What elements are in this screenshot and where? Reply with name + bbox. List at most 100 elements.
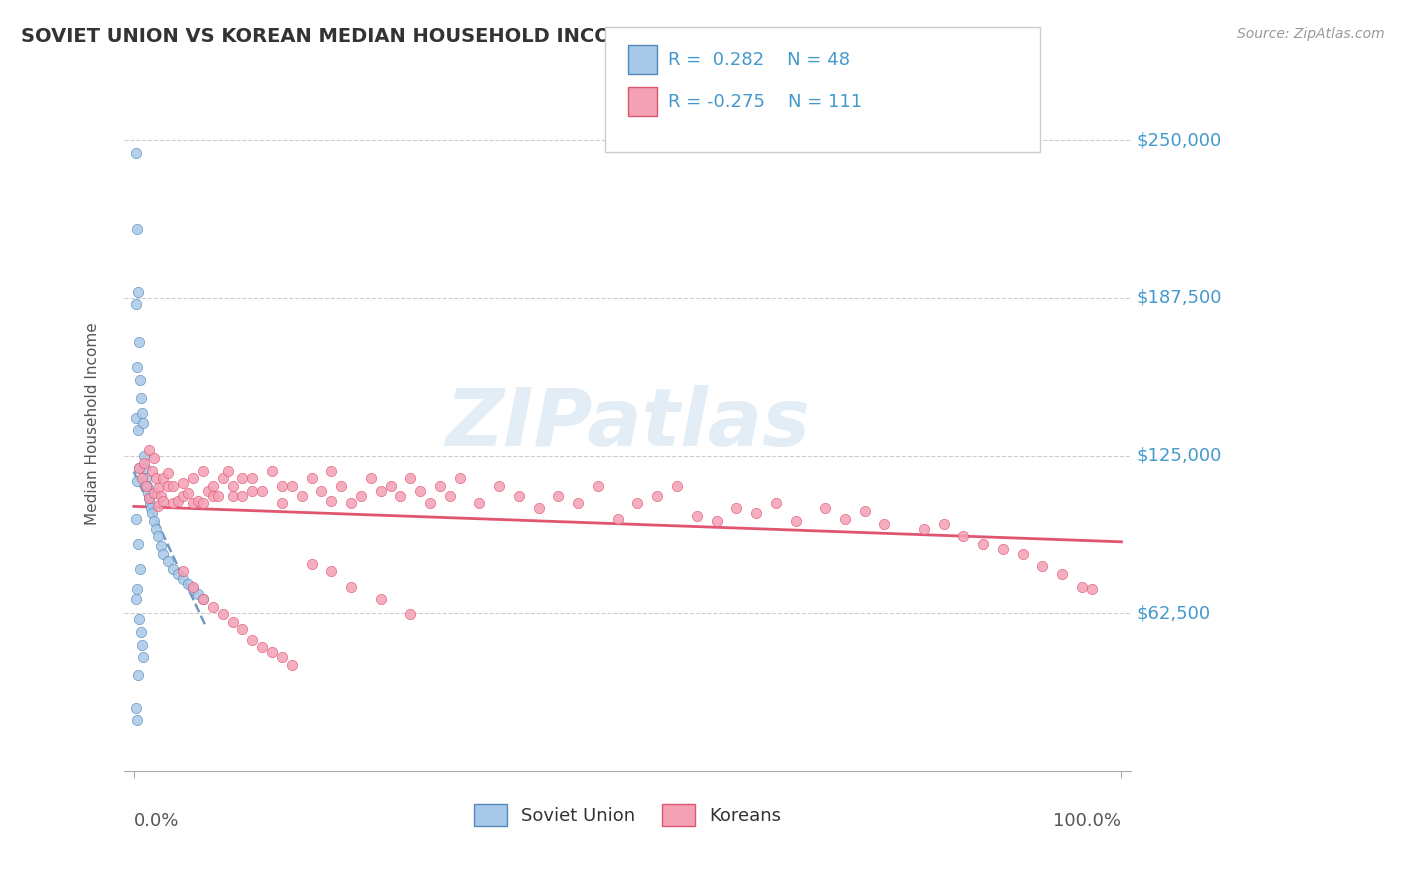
Point (132, 456, 155, 470)
Point (321, 565, 343, 579)
Point (912, 522, 935, 536)
Point (201, 489, 224, 503)
Point (380, 479, 402, 493)
Point (645, 489, 668, 503)
Point (125, 146, 148, 161)
Point (162, 479, 184, 493)
Point (606, 511, 628, 525)
Point (162, 562, 184, 576)
Point (666, 479, 689, 493)
Text: 0.0%: 0.0% (134, 813, 179, 830)
Point (181, 582, 204, 596)
Point (765, 496, 787, 510)
Point (125, 221, 148, 235)
Point (350, 489, 373, 503)
Point (785, 514, 807, 528)
Point (191, 464, 214, 478)
Point (1031, 559, 1053, 574)
Point (129, 624, 152, 639)
Point (873, 516, 896, 531)
Point (125, 360, 148, 375)
Point (508, 489, 530, 503)
Point (853, 504, 876, 518)
Point (128, 461, 150, 475)
Point (1011, 547, 1033, 561)
Point (952, 529, 974, 543)
Point (181, 496, 204, 510)
Point (250, 640, 273, 654)
Point (586, 479, 609, 493)
Point (370, 592, 392, 607)
Point (152, 547, 174, 561)
Point (142, 514, 165, 528)
Point (197, 483, 219, 498)
Point (250, 483, 273, 498)
Point (221, 489, 243, 503)
Point (834, 511, 856, 525)
Point (972, 537, 994, 551)
Point (814, 501, 837, 516)
Point (745, 507, 768, 521)
Point (187, 494, 209, 508)
Point (131, 471, 153, 485)
Point (136, 486, 159, 500)
Point (172, 572, 194, 586)
Point (686, 508, 709, 523)
Y-axis label: Median Household Income: Median Household Income (86, 323, 100, 525)
Point (125, 700, 148, 714)
Point (138, 443, 160, 458)
Point (240, 632, 263, 647)
Point (125, 713, 148, 727)
Point (148, 499, 170, 513)
Point (139, 501, 162, 516)
Point (240, 483, 263, 498)
Point (142, 450, 165, 465)
Point (177, 577, 200, 591)
Point (135, 479, 157, 493)
Point (150, 539, 173, 553)
Point (138, 491, 160, 506)
Point (211, 607, 233, 622)
Point (191, 592, 214, 607)
Point (145, 522, 167, 536)
Point (207, 489, 229, 503)
Point (177, 486, 200, 500)
Point (262, 645, 284, 659)
Point (131, 406, 153, 420)
Point (162, 496, 184, 510)
Point (271, 650, 294, 665)
Point (148, 481, 170, 495)
Text: R = -0.275    N = 111: R = -0.275 N = 111 (668, 93, 862, 111)
Point (468, 496, 491, 510)
Point (141, 507, 163, 521)
Point (129, 391, 152, 405)
Point (187, 587, 209, 601)
Point (706, 514, 728, 528)
Point (127, 668, 149, 682)
Point (145, 471, 167, 485)
Point (311, 483, 333, 498)
Point (150, 489, 173, 503)
Point (626, 496, 648, 510)
Point (221, 479, 243, 493)
Point (281, 479, 304, 493)
Point (152, 494, 174, 508)
Point (128, 335, 150, 350)
Point (1081, 582, 1104, 596)
Point (131, 650, 153, 665)
Point (360, 471, 382, 485)
Point (125, 297, 148, 311)
Point (127, 537, 149, 551)
Text: ZIPatlas: ZIPatlas (446, 385, 810, 463)
Point (429, 479, 451, 493)
Point (449, 471, 471, 485)
Point (321, 494, 343, 508)
Point (301, 557, 323, 571)
Point (167, 494, 190, 508)
Point (201, 479, 224, 493)
Point (128, 373, 150, 387)
Point (281, 657, 304, 672)
Point (125, 511, 148, 525)
Point (132, 449, 155, 463)
Point (567, 496, 589, 510)
